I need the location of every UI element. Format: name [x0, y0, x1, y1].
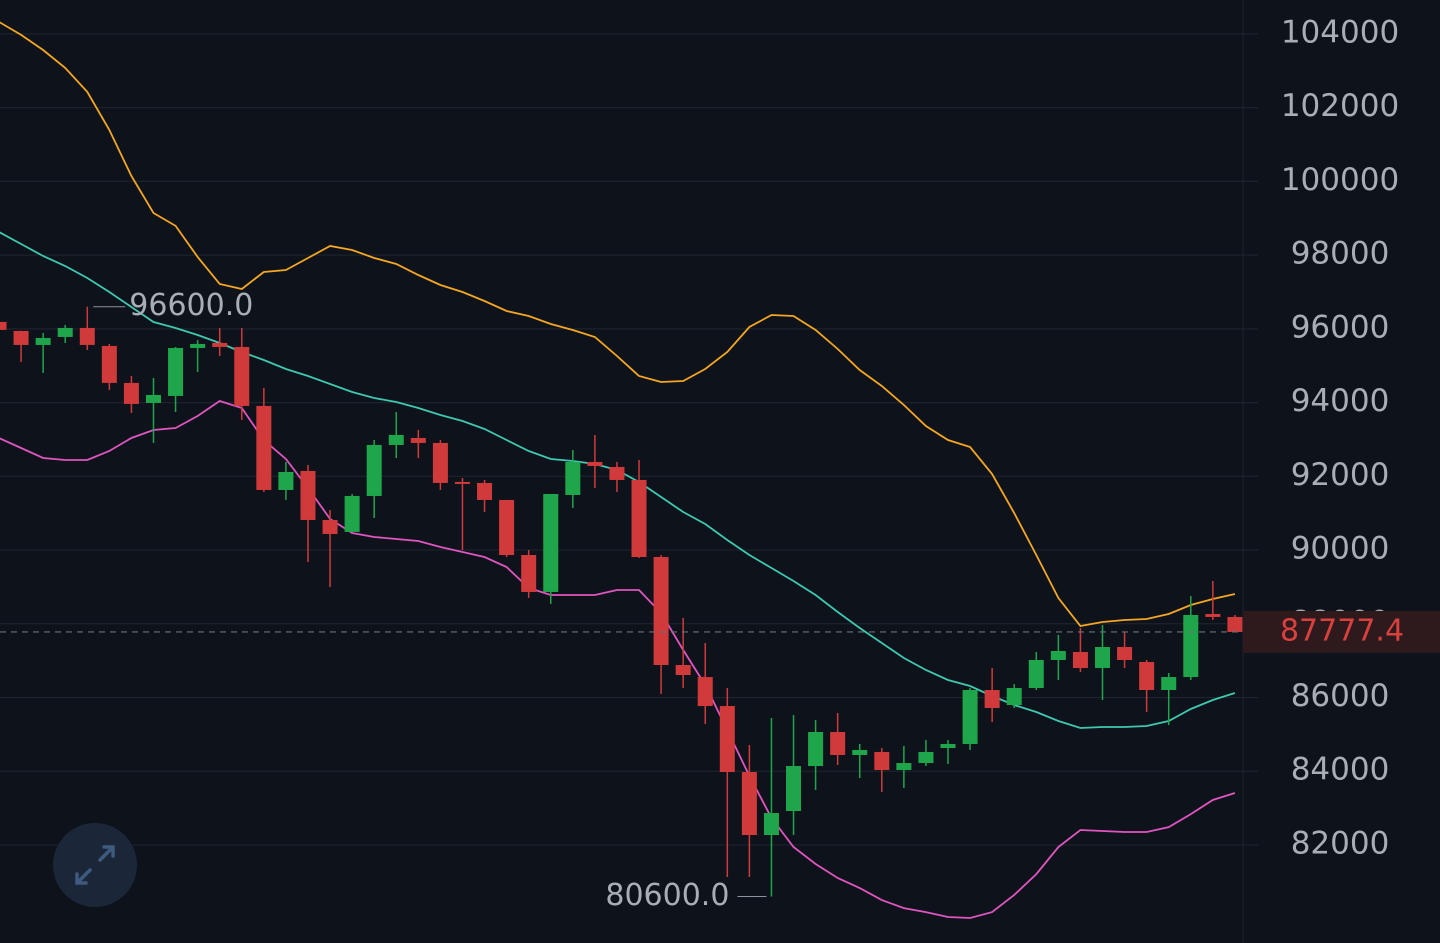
- y-tick-label: 82000: [1291, 825, 1390, 861]
- candle-body: [454, 481, 470, 484]
- candle-body: [675, 665, 691, 675]
- band-line: [0, 400, 1236, 919]
- candle-body: [697, 677, 713, 707]
- candle-body: [432, 442, 448, 483]
- grid: [0, 33, 1258, 846]
- candle-body: [962, 689, 978, 744]
- y-tick-label: 102000: [1281, 88, 1399, 124]
- y-tick-label: 90000: [1291, 531, 1390, 567]
- candle-body: [918, 751, 934, 764]
- candle-body: [1006, 688, 1022, 706]
- candle-body: [609, 466, 625, 480]
- candle-body: [366, 444, 382, 496]
- candle-body: [874, 751, 890, 770]
- candle-body: [1139, 661, 1155, 690]
- candle-body: [1183, 614, 1199, 678]
- candle-body: [57, 327, 73, 337]
- candle-body: [741, 772, 757, 836]
- candle-body: [852, 749, 868, 755]
- candle-body: [653, 556, 669, 666]
- candle-body: [719, 706, 735, 773]
- candle-body: [763, 813, 779, 836]
- candle-body: [1227, 616, 1243, 632]
- candle-body: [1028, 659, 1044, 689]
- fullscreen-circle[interactable]: [53, 823, 137, 907]
- low-label: 80600.0: [605, 878, 729, 913]
- candle-body: [388, 434, 404, 445]
- last-price-box: [1243, 610, 1440, 653]
- candle-body: [499, 499, 515, 555]
- y-tick-label: 86000: [1291, 678, 1390, 714]
- candle-body: [1205, 613, 1221, 617]
- candle-body: [521, 554, 537, 592]
- candle-body: [1050, 650, 1066, 660]
- candle-body: [123, 382, 139, 404]
- candle-body: [256, 405, 272, 490]
- candle-body: [168, 347, 184, 396]
- candle-body: [190, 343, 206, 348]
- candle-body: [786, 766, 802, 812]
- candle-body: [940, 743, 956, 748]
- last-price-label: 87777.4: [1280, 613, 1404, 648]
- candles: [0, 306, 1243, 897]
- candle-body: [896, 763, 912, 770]
- candle-body: [322, 519, 338, 534]
- y-tick-label: 96000: [1291, 309, 1390, 345]
- candle-body: [79, 327, 95, 345]
- candle-body: [35, 337, 51, 345]
- candle-body: [808, 732, 824, 767]
- candle-body: [0, 321, 7, 330]
- candle-body: [278, 471, 294, 490]
- candle-body: [830, 732, 846, 755]
- labels: 8200084000860008800090000920009400096000…: [0, 14, 1440, 913]
- candle-body: [13, 330, 29, 345]
- y-tick-label: 92000: [1291, 457, 1390, 493]
- y-tick-label: 84000: [1291, 752, 1390, 788]
- candle-body: [587, 461, 603, 466]
- candle-body: [543, 493, 559, 592]
- candle-body: [212, 342, 228, 347]
- fullscreen-button[interactable]: [53, 823, 137, 907]
- candle-body: [344, 495, 360, 532]
- candle-body: [300, 470, 316, 520]
- candle-body: [631, 479, 647, 557]
- candle-body: [234, 346, 250, 406]
- candle-body: [984, 689, 1000, 709]
- candle-body: [477, 482, 493, 500]
- fullscreen-icon[interactable]: [75, 845, 115, 885]
- candle-body: [410, 437, 426, 443]
- y-tick-label: 100000: [1281, 162, 1399, 198]
- candle-body: [1117, 647, 1133, 660]
- candle-body: [565, 461, 581, 495]
- y-tick-label: 104000: [1281, 14, 1399, 50]
- band-line: [0, 21, 1236, 627]
- y-tick-label: 94000: [1291, 383, 1390, 419]
- y-tick-label: 98000: [1291, 236, 1390, 272]
- candle-body: [101, 345, 117, 383]
- candle-body: [1095, 647, 1110, 668]
- candle-body: [1161, 677, 1177, 690]
- candle-body: [1072, 651, 1088, 668]
- candle-body: [145, 394, 161, 403]
- high-label: 96600.0: [129, 288, 253, 323]
